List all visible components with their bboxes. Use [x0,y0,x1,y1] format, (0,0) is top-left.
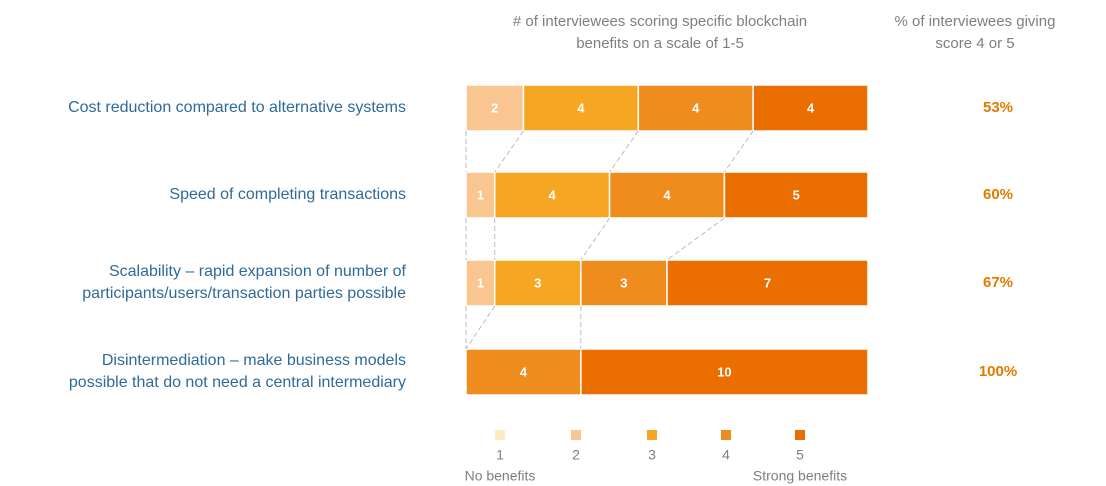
legend-swatch [647,430,657,440]
segment-label: 4 [549,187,557,202]
category-label: participants/users/transaction parties p… [82,285,406,302]
segment-label: 2 [491,100,498,115]
connector [724,130,754,173]
legend-label: 4 [722,447,730,463]
bar-segment [493,259,582,307]
legend-label: 5 [796,447,804,463]
column-header: # of interviewees scoring specific block… [513,13,807,30]
category-label: Speed of completing transactions [169,186,406,203]
bar-segment [666,259,869,307]
bar-segment [522,84,640,132]
percent-label: 60% [983,186,1013,203]
bar-segment [608,171,726,219]
segment-label: 1 [477,187,484,202]
legend-swatch [495,430,505,440]
segment-label: 4 [807,100,815,115]
legend-note: Strong benefits [753,468,847,484]
category-label: possible that do not need a central inte… [69,374,406,391]
connector [609,130,639,173]
bar-segment [637,84,754,132]
bar-segment [465,84,525,132]
column-header: benefits on a scale of 1-5 [576,35,744,52]
bar-segment [465,171,496,219]
column-header: % of interviewees giving [895,13,1056,30]
bar-segment [493,171,611,219]
percent-label: 53% [983,99,1013,116]
category-label: Cost reduction compared to alternative s… [68,99,406,116]
legend-label: 3 [648,447,656,463]
legend-swatch [571,430,581,440]
bar-segment [465,259,496,307]
segment-label: 3 [534,275,541,290]
bar-segment [465,348,582,396]
column-header: score 4 or 5 [935,35,1014,52]
segment-label: 5 [793,187,800,202]
segment-label: 4 [663,187,671,202]
segment-label: 4 [577,100,585,115]
connector [465,305,496,350]
percent-label: 67% [983,274,1013,291]
legend-label: 2 [572,447,580,463]
connector [580,217,610,261]
segment-label: 4 [692,100,700,115]
segment-label: 4 [520,364,528,379]
category-label: Disintermediation – make business models [102,352,406,369]
connector [666,217,725,261]
legend-label: 1 [496,447,504,463]
connector [494,130,524,173]
segment-label: 7 [764,275,771,290]
category-label: Scalability – rapid expansion of number … [109,263,407,280]
percent-label: 100% [979,363,1017,380]
segment-label: 3 [620,275,627,290]
segment-label: 10 [717,364,731,379]
bar-segment [752,84,869,132]
bar-segment [723,171,869,219]
legend-swatch [795,430,805,440]
legend-note: No benefits [465,468,536,484]
legend-swatch [721,430,731,440]
bar-segment [580,348,869,396]
segment-label: 1 [477,275,484,290]
